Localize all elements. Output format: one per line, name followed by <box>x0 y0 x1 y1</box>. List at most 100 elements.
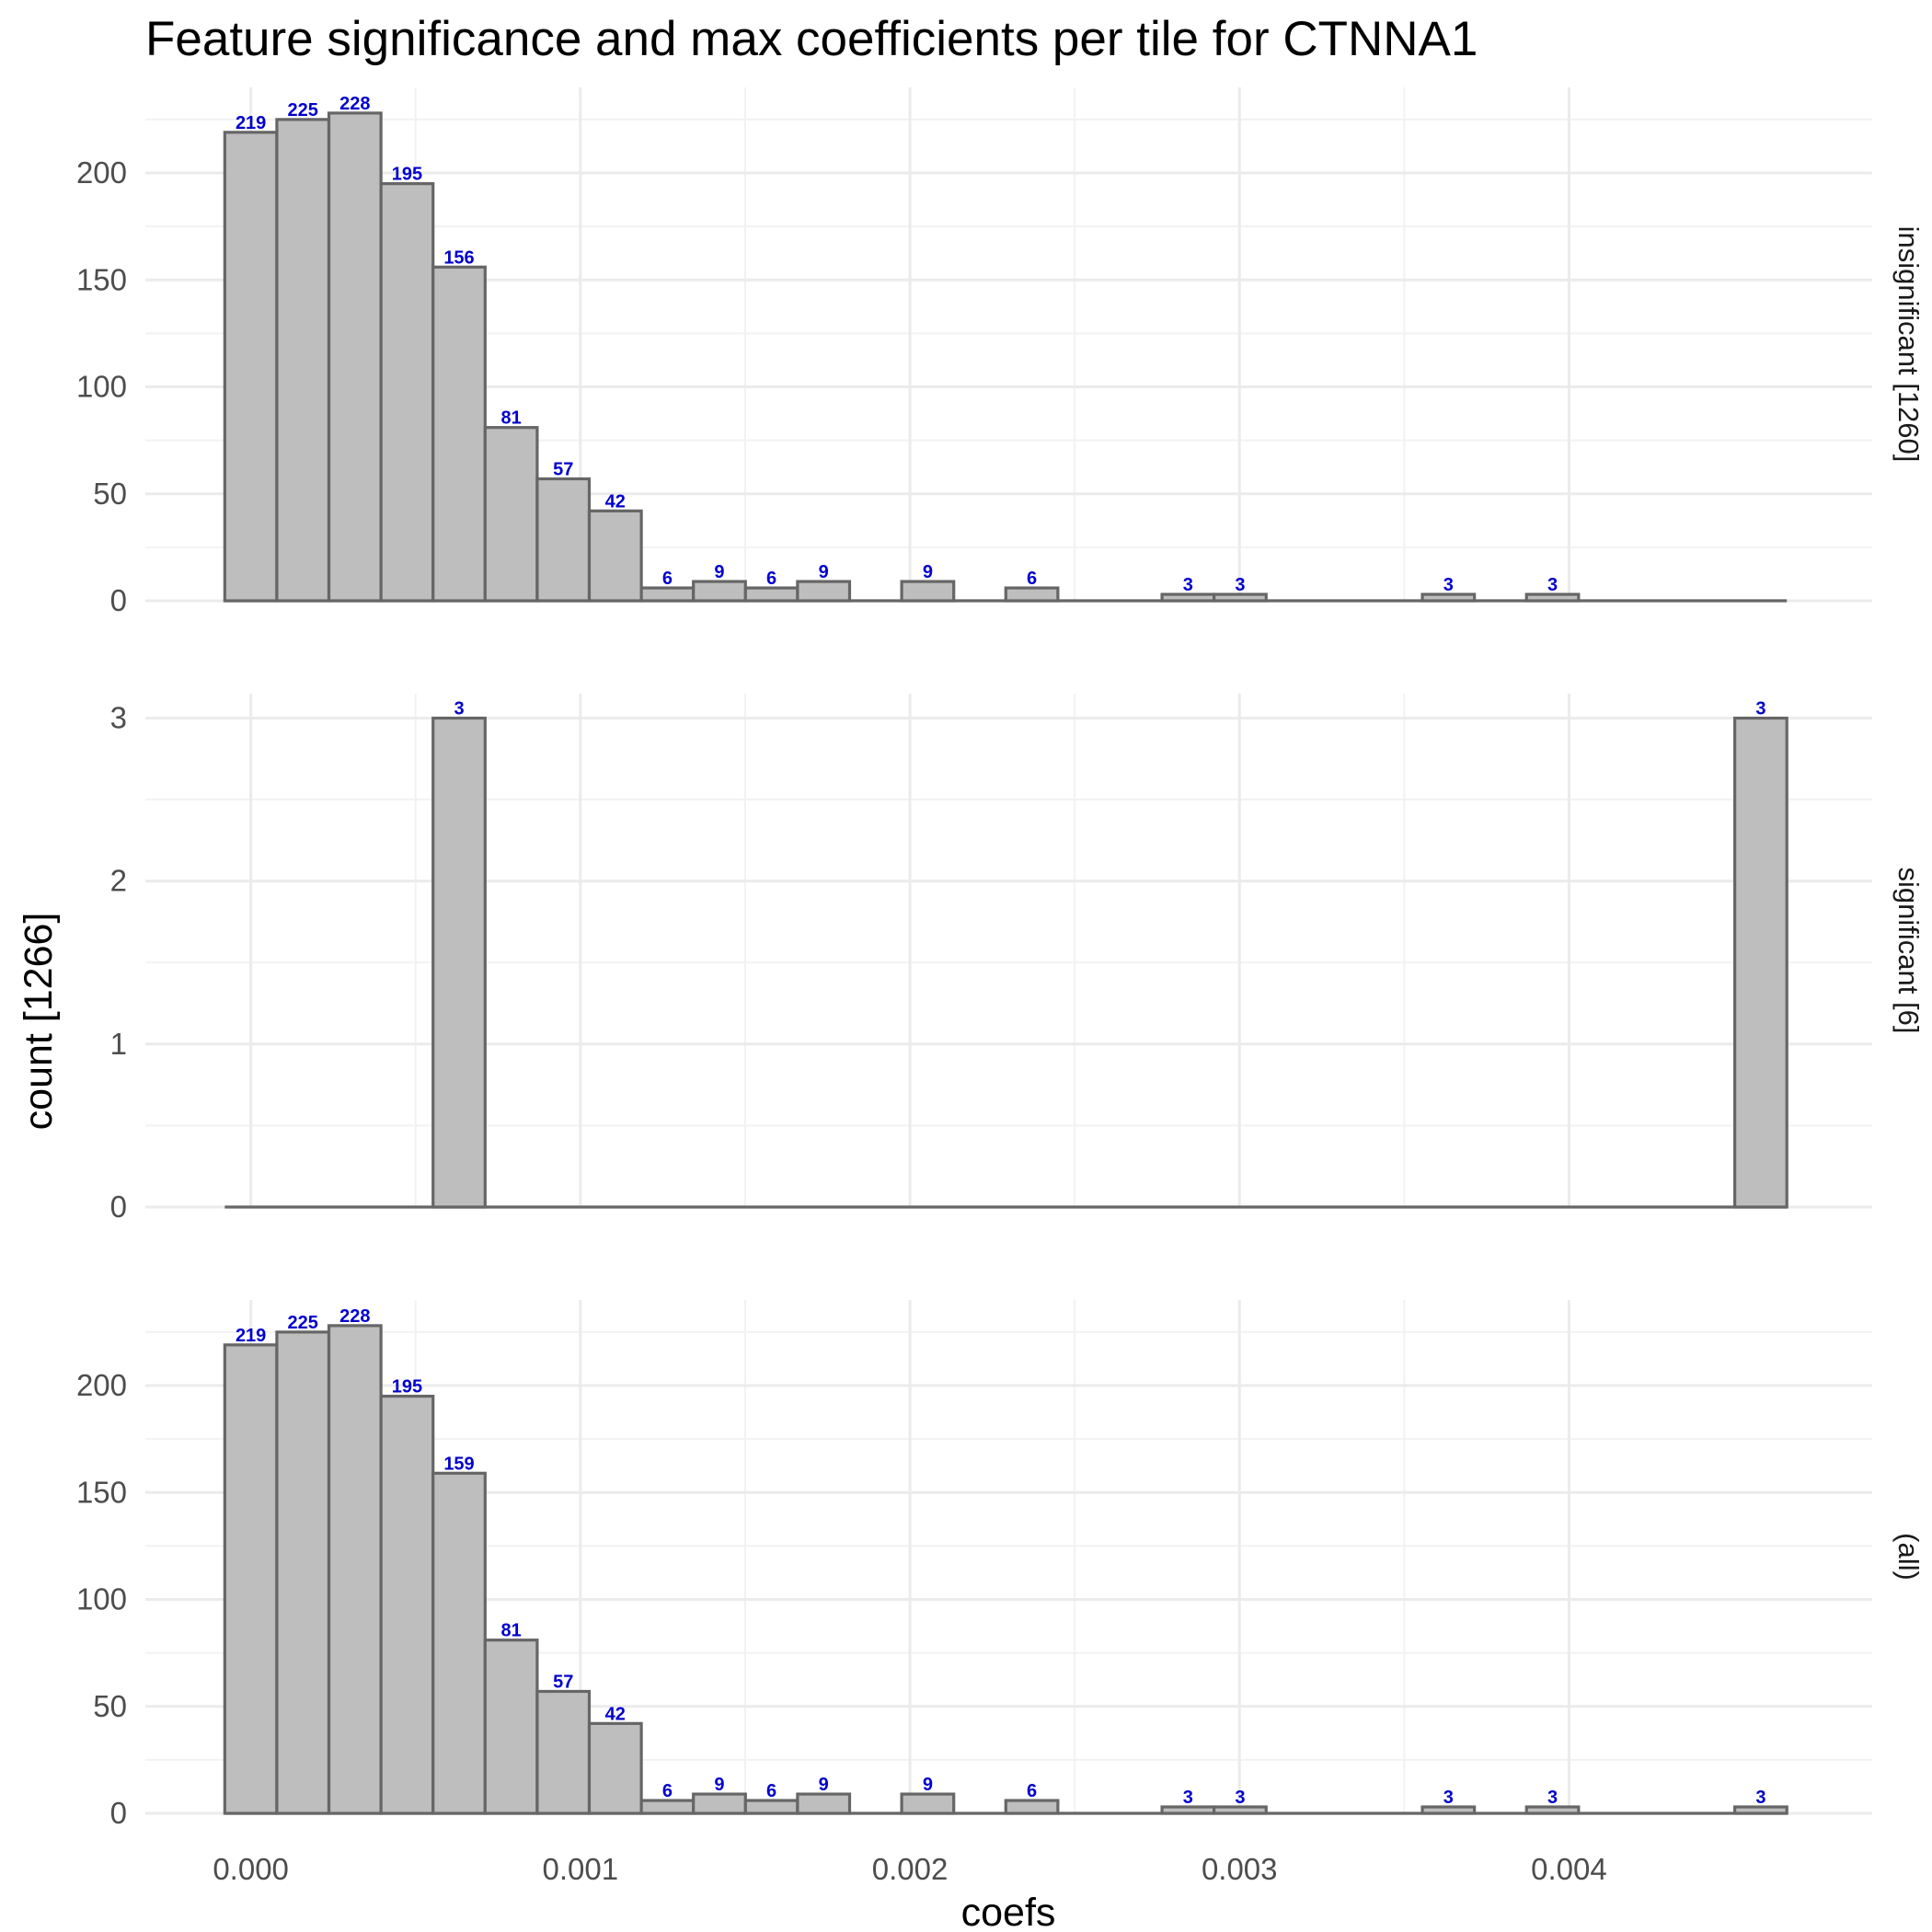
y-tick-label: 50 <box>93 1689 127 1723</box>
y-tick-label: 200 <box>76 1368 127 1402</box>
bar-count-label: 219 <box>236 1326 266 1346</box>
histogram-bar <box>535 477 592 603</box>
x-tick-label: 0.000 <box>213 1852 289 1886</box>
histogram-bar <box>1420 592 1477 603</box>
bar-count-label: 81 <box>500 1621 521 1641</box>
histogram-bar <box>431 265 487 603</box>
histogram-bar <box>275 118 331 603</box>
bar-count-label: 6 <box>1027 569 1037 589</box>
histogram-bar <box>796 580 852 603</box>
histogram-bar <box>1213 592 1268 603</box>
histogram-bar <box>223 131 279 603</box>
facet-strip-label: significant [6] <box>1892 868 1925 1034</box>
bar-count-label: 9 <box>714 1775 724 1795</box>
x-tick-label: 0.002 <box>872 1852 949 1886</box>
histogram-bar <box>431 1471 487 1815</box>
histogram-bar <box>1004 1799 1060 1815</box>
bar-count-label: 195 <box>392 1377 422 1397</box>
histogram-bar <box>639 586 696 603</box>
bar-count-label: 159 <box>443 1454 474 1474</box>
y-tick-label: 3 <box>110 701 127 735</box>
y-tick-label: 150 <box>76 1475 127 1509</box>
bar-count-label: 3 <box>1755 699 1765 719</box>
x-tick-label: 0.003 <box>1202 1852 1278 1886</box>
histogram-bar <box>1004 586 1060 603</box>
bar-count-label: 228 <box>339 94 370 114</box>
histogram-bar <box>1733 716 1788 1209</box>
facet-panel-3: 0 50 100 150 200 219 225 228 195 159 81 57 42 6 9 6 9 9 6 3… <box>76 1300 1925 1830</box>
x-axis-title: coefs <box>961 1891 1056 1932</box>
y-axis-title: count [1266] <box>17 913 61 1131</box>
bar-count-label: 3 <box>1235 575 1245 595</box>
y-tick-label: 50 <box>93 477 127 511</box>
histogram-bar <box>431 716 487 1209</box>
y-tick-label: 2 <box>110 864 127 898</box>
histogram-bar <box>796 1792 852 1815</box>
bar-count-label: 81 <box>500 408 521 429</box>
bar-count-label: 9 <box>819 1775 829 1795</box>
chart-title: Feature significance and max coefficient… <box>145 12 1478 66</box>
bar-count-label: 225 <box>288 100 318 121</box>
bar-count-label: 9 <box>923 562 933 582</box>
bar-count-label: 6 <box>662 569 673 589</box>
x-tick-label: 0.004 <box>1531 1852 1607 1886</box>
facet-panel-2: 0 1 2 3 3 3 significant [6] <box>110 694 1925 1224</box>
facet-strip-label: (all) <box>1892 1533 1925 1581</box>
y-tick-label: 200 <box>76 155 127 190</box>
bar-count-label: 3 <box>1183 575 1193 595</box>
x-axis: 0.000 0.001 0.002 0.003 0.004 <box>213 1852 1606 1886</box>
histogram-bar <box>379 182 435 603</box>
bar-count-label: 195 <box>392 165 422 185</box>
bar-count-label: 3 <box>1183 1788 1193 1808</box>
bar-count-label: 3 <box>1443 575 1454 595</box>
bar-count-label: 42 <box>605 491 626 512</box>
bar-count-label: 156 <box>443 247 474 268</box>
y-tick-label: 0 <box>110 1796 127 1830</box>
histogram-bar <box>1160 592 1216 603</box>
histogram-bar <box>483 426 539 603</box>
histogram-bar <box>223 1343 279 1815</box>
histogram-bar <box>1524 1805 1581 1815</box>
y-tick-label: 0 <box>110 1190 127 1224</box>
bar-count-label: 6 <box>662 1781 673 1801</box>
bar-count-label: 225 <box>288 1313 318 1333</box>
histogram-bar <box>639 1799 696 1815</box>
x-tick-label: 0.001 <box>543 1852 619 1886</box>
histogram-bar <box>327 111 383 603</box>
histogram-bar <box>743 1799 799 1815</box>
bar-count-label: 9 <box>714 562 724 582</box>
histogram-bar <box>379 1395 435 1815</box>
facet-panel-1: 0 50 100 150 200 219 225 228 195 156 81 57 42 6 9 6 9 9 6 3… <box>76 87 1925 617</box>
y-tick-label: 1 <box>110 1027 127 1061</box>
histogram-bar <box>327 1324 383 1815</box>
bar-count-label: 57 <box>553 459 573 479</box>
histogram-bar <box>900 1792 956 1815</box>
histogram-bar <box>1160 1805 1216 1815</box>
y-tick-label: 100 <box>76 370 127 404</box>
histogram-bar <box>275 1330 331 1815</box>
histogram-bar <box>743 586 799 603</box>
histogram-bar <box>900 580 956 603</box>
histogram-bar <box>1213 1805 1268 1815</box>
bar-count-label: 3 <box>1443 1788 1454 1808</box>
bar-count-label: 3 <box>1755 1788 1765 1808</box>
histogram-bar <box>692 1792 747 1815</box>
histogram-bar <box>1420 1805 1477 1815</box>
bar-count-label: 3 <box>454 699 464 719</box>
bar-count-label: 42 <box>605 1704 626 1724</box>
bar-count-label: 9 <box>923 1775 933 1795</box>
y-tick-label: 100 <box>76 1582 127 1616</box>
bar-count-label: 3 <box>1547 1788 1558 1808</box>
bar-count-label: 57 <box>553 1672 573 1692</box>
bar-count-label: 9 <box>819 562 829 582</box>
bar-count-label: 219 <box>236 113 266 133</box>
histogram-bar <box>483 1639 539 1815</box>
histogram-bar <box>587 1721 643 1815</box>
bar-count-label: 6 <box>766 569 776 589</box>
histogram-bar <box>1524 592 1581 603</box>
bar-count-label: 6 <box>766 1781 776 1801</box>
histogram-bar <box>587 509 643 603</box>
histogram-bar <box>1733 1805 1788 1815</box>
bar-count-label: 228 <box>339 1306 370 1327</box>
